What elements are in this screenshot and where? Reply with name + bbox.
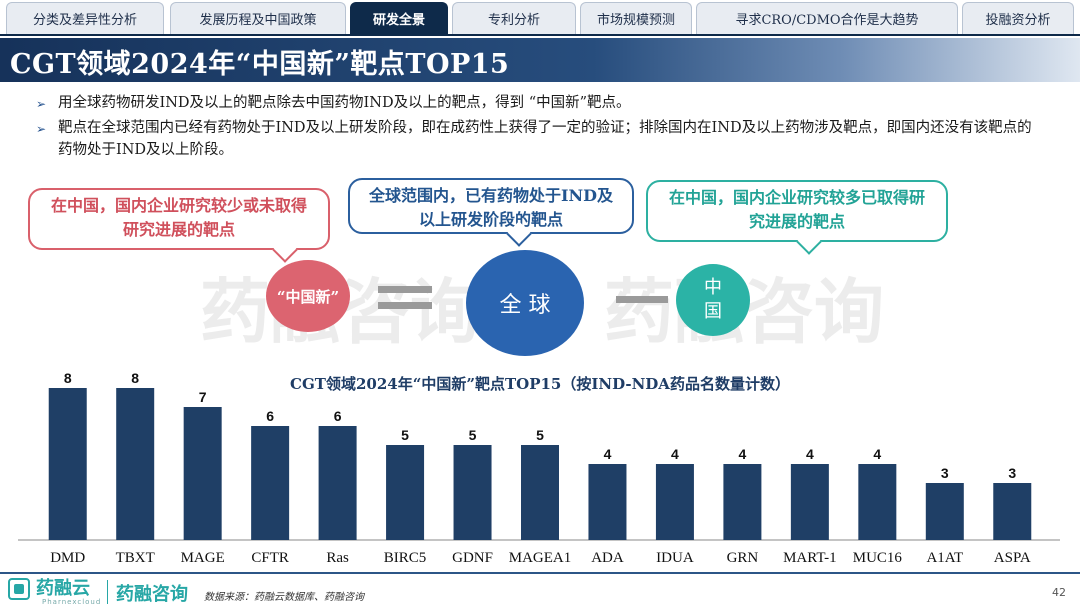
bar-grn (723, 464, 762, 540)
tab-classification[interactable]: 分类及差异性分析 (6, 2, 164, 34)
x-tick-label: MUC16 (853, 550, 903, 566)
bar-idua (655, 464, 694, 540)
tab-underline (0, 34, 1080, 36)
data-label: 8 (64, 370, 72, 386)
callout-china-new: 在中国，国内企业研究较少或未取得研究进展的靶点 (28, 188, 330, 263)
bullet-item: ➢ 用全球药物研发IND及以上的靶点除去中国药物IND及以上的靶点，得到 “中国… (36, 92, 1046, 115)
bullet-list: ➢ 用全球药物研发IND及以上的靶点除去中国药物IND及以上的靶点，得到 “中国… (36, 92, 1046, 163)
circle-china-new: “中国新” (266, 260, 350, 332)
bar-aspa (993, 483, 1032, 540)
tab-patent[interactable]: 专利分析 (452, 2, 576, 34)
circle-china: 中 国 (676, 264, 750, 336)
bar-gdnf (453, 445, 492, 540)
x-tick-label: IDUA (656, 550, 694, 566)
title-bar: CGT领域2024年“中国新”靶点TOP15 (0, 38, 1080, 82)
tab-bar: 分类及差异性分析 发展历程及中国政策 研发全景 专利分析 市场规模预测 寻求CR… (0, 0, 1080, 36)
bar-mage (183, 407, 222, 540)
data-label: 3 (1008, 465, 1016, 481)
data-source: 数据来源：药融云数据库、药融咨询 (204, 592, 364, 603)
data-label: 4 (671, 446, 679, 462)
x-tick-label: MART-1 (783, 550, 837, 566)
tab-market-forecast[interactable]: 市场规模预测 (580, 2, 692, 34)
tab-rd-overview[interactable]: 研发全景 (350, 2, 448, 34)
bar-ras (318, 426, 357, 540)
bullet-text: 靶点在全球范围内已经有药物处于IND及以上研发阶段，即在成药性上获得了一定的验证… (58, 120, 1032, 158)
circle-global: 全 球 (466, 250, 584, 356)
bar-birc5 (386, 445, 425, 540)
bar-tbxt (116, 388, 155, 540)
page-title: CGT领域2024年“中国新”靶点TOP15 (10, 49, 510, 80)
x-tick-label: ASPA (994, 550, 1031, 566)
data-label: 5 (401, 427, 409, 443)
data-label: 4 (806, 446, 814, 462)
data-label: 7 (199, 389, 207, 405)
data-label: 5 (536, 427, 544, 443)
x-tick-label: CFTR (251, 550, 289, 566)
data-label: 8 (131, 370, 139, 386)
arrow-bullet-icon: ➢ (36, 97, 47, 111)
x-tick-label: GRN (727, 550, 759, 566)
data-label: 4 (604, 446, 612, 462)
bar-ada (588, 464, 627, 540)
data-label: 5 (469, 427, 477, 443)
bar-chart: 8 DMD 8 TBXT 7 MAGE 6 CFTR 6 Ras 5 BIRC5 5 GDNF 5 MAGEA… (18, 370, 1060, 566)
bullet-item: ➢ 靶点在全球范围内已经有药物处于IND及以上研发阶段，即在成药性上获得了一定的… (36, 117, 1046, 161)
x-tick-label: DMD (50, 550, 85, 566)
bar-mart-1 (790, 464, 829, 540)
tab-investment[interactable]: 投融资分析 (962, 2, 1074, 34)
bar-magea1 (521, 445, 559, 540)
footer: 药融云 Pharnexcloud 药融咨询 数据来源：药融云数据库、药融咨询 4… (0, 572, 1080, 609)
callout-global: 全球范围内，已有药物处于IND及以上研发阶段的靶点 (348, 178, 634, 247)
x-tick-label: ADA (591, 550, 624, 566)
equals-sign-icon (378, 286, 432, 293)
data-label: 4 (873, 446, 881, 462)
x-tick-label: TBXT (116, 550, 155, 566)
bar-dmd (48, 388, 87, 540)
bar-a1at (925, 483, 964, 540)
x-tick-label: Ras (326, 550, 349, 566)
logo-divider (107, 580, 108, 604)
x-tick-label: A1AT (926, 550, 963, 566)
pharnexcloud-logo: 药融云 Pharnexcloud (8, 578, 100, 606)
callout-china: 在中国，国内企业研究较多已取得研究进展的靶点 (646, 180, 948, 255)
bullet-text: 用全球药物研发IND及以上的靶点除去中国药物IND及以上的靶点，得到 “中国新”… (58, 95, 631, 111)
x-tick-label: MAGE (181, 550, 225, 566)
tab-cro-cdmo[interactable]: 寻求CRO/CDMO合作是大趋势 (696, 2, 958, 34)
data-label: 6 (266, 408, 274, 424)
data-label: 3 (941, 465, 949, 481)
chart-title: CGT领域2024年“中国新”靶点TOP15（按IND-NDA药品名数量计数） (290, 375, 790, 393)
data-label: 6 (334, 408, 342, 424)
equals-sign-icon (378, 302, 432, 309)
consulting-logo: 药融咨询 (116, 584, 188, 605)
x-tick-label: GDNF (452, 550, 493, 566)
logo-icon (8, 578, 30, 600)
page-number: 42 (1052, 586, 1066, 599)
x-tick-label: BIRC5 (384, 550, 427, 566)
tab-history-policy[interactable]: 发展历程及中国政策 (170, 2, 346, 34)
bar-muc16 (858, 464, 897, 540)
data-label: 4 (739, 446, 747, 462)
x-tick-label: MAGEA1 (509, 550, 572, 566)
arrow-bullet-icon: ➢ (36, 122, 47, 136)
bar-cftr (251, 426, 290, 540)
minus-sign-icon (616, 296, 668, 303)
